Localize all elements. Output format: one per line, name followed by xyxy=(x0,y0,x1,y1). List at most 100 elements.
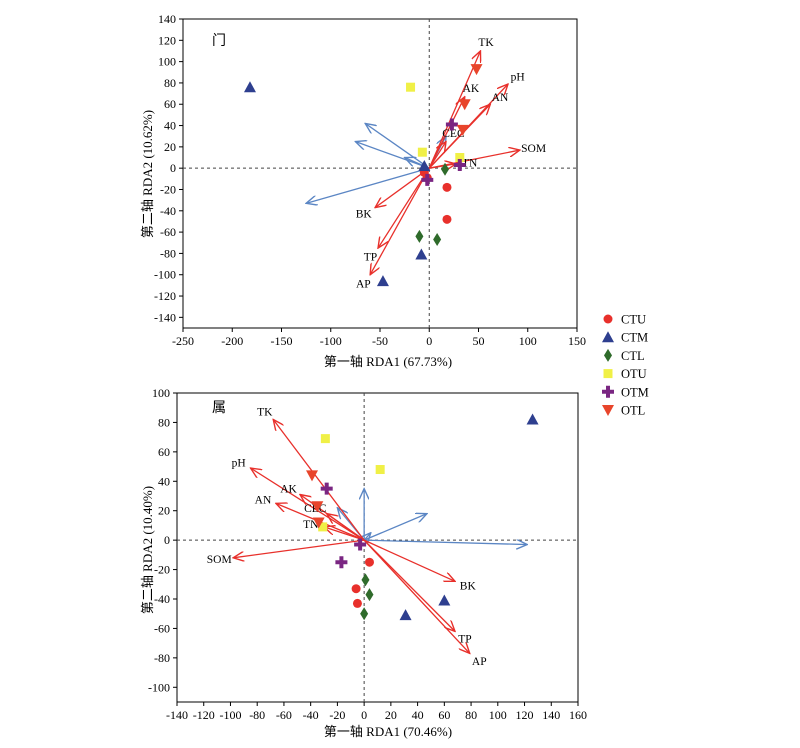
env-vector-tn xyxy=(429,164,456,168)
sample-point-ctu xyxy=(351,584,361,594)
env-vector-label: AK xyxy=(463,83,480,95)
env-vector-label: AN xyxy=(492,92,509,104)
env-vector-an xyxy=(428,104,490,169)
sample-point-ctm xyxy=(399,609,412,621)
env-vector-tk xyxy=(428,51,480,169)
legend-label-otm: OTM xyxy=(621,385,649,399)
sample-point-otl xyxy=(470,64,483,76)
sample-point-ctl xyxy=(360,607,369,621)
env-vector-label: BK xyxy=(460,580,477,592)
species-vector-arrow xyxy=(364,540,527,544)
sample-point-ctu xyxy=(364,557,374,567)
y-tick-label: -60 xyxy=(160,225,176,239)
sample-point-ctl xyxy=(433,233,442,247)
species-vector-arrow xyxy=(365,123,430,169)
env-vector-label: TK xyxy=(257,406,273,418)
env-vector-ap xyxy=(370,167,430,275)
env-vector-ap xyxy=(363,539,470,653)
sample-point-ctm xyxy=(438,594,451,606)
plot-frame xyxy=(176,392,579,703)
legend-label-otu: OTU xyxy=(621,367,647,381)
legend-label-otl: OTL xyxy=(621,404,645,418)
x-tick-label: 40 xyxy=(412,708,424,722)
legend-marker-ctl xyxy=(604,348,612,362)
y-tick-label: -80 xyxy=(160,246,176,260)
sample-point-otl xyxy=(458,99,471,111)
y-tick-label: 0 xyxy=(164,533,170,547)
sample-point-otm xyxy=(445,118,458,131)
x-tick-label: 20 xyxy=(385,708,397,722)
y-tick-label: -40 xyxy=(154,592,170,606)
y-axis-label-genus: 第二轴 RDA2 (10.40%) xyxy=(140,486,155,614)
env-vector-label: CEC xyxy=(442,128,465,140)
legend-label-ctu: CTU xyxy=(621,313,646,327)
y-tick-label: -140 xyxy=(154,310,176,324)
env-vector-label: AP xyxy=(356,278,371,290)
env-vector-tp xyxy=(363,539,455,631)
y-tick-label: 60 xyxy=(164,97,176,111)
y-tick-label: 100 xyxy=(152,386,170,400)
sample-point-otu xyxy=(375,465,385,475)
x-tick-label: 0 xyxy=(426,334,432,348)
x-tick-label: -80 xyxy=(249,708,265,722)
env-vector-label: AP xyxy=(472,656,487,668)
y-tick-label: 120 xyxy=(158,33,176,47)
y-tick-label: 100 xyxy=(158,55,176,69)
legend-marker-otl xyxy=(602,405,614,416)
y-tick-label: 80 xyxy=(164,76,176,90)
sample-point-otu xyxy=(320,434,330,444)
env-vector-tk xyxy=(273,419,365,541)
species-vector-arrow xyxy=(364,533,371,540)
env-vector-label: SOM xyxy=(207,554,232,566)
sample-point-ctm xyxy=(418,160,431,172)
y-tick-label: -100 xyxy=(148,680,170,694)
x-tick-label: -100 xyxy=(219,708,241,722)
x-tick-label: -200 xyxy=(221,334,243,348)
sample-point-otu xyxy=(318,522,328,532)
species-vector-arrow xyxy=(306,167,430,203)
y-tick-label: -60 xyxy=(154,621,170,635)
x-tick-label: 50 xyxy=(473,334,485,348)
sample-point-ctm xyxy=(415,248,428,260)
env-vector-bk xyxy=(363,539,455,581)
sample-point-ctu xyxy=(442,214,452,224)
legend: CTU CTM CTL OTU OTM OTL xyxy=(602,313,649,418)
sample-point-ctl xyxy=(361,573,370,587)
env-vector-som xyxy=(233,539,365,558)
sample-point-ctu xyxy=(442,182,452,192)
x-tick-label: 100 xyxy=(519,334,537,348)
rda-chart-genus: -140 -120 -100 -80 -60 -40 -20 0 20 40 60 80 100 120 1… xyxy=(148,386,587,722)
x-axis-label-phylum: 第一轴 RDA1 (67.73%) xyxy=(324,354,452,369)
env-vector-cec xyxy=(428,142,446,169)
sample-point-otl xyxy=(312,517,325,529)
x-tick-label: -150 xyxy=(271,334,293,348)
env-vector-label: pH xyxy=(511,72,525,84)
env-vector-label: TK xyxy=(478,37,494,49)
x-tick-label: 0 xyxy=(361,708,367,722)
y-tick-label: 140 xyxy=(158,12,176,26)
x-tick-label: -50 xyxy=(372,334,388,348)
x-tick-label: 80 xyxy=(465,708,477,722)
sample-point-ctl xyxy=(365,588,374,602)
sample-point-ctl xyxy=(415,229,424,243)
panel-label-genus: 属 xyxy=(212,401,226,416)
sample-point-otu xyxy=(406,82,416,92)
y-tick-label: 0 xyxy=(170,161,176,175)
sample-point-otm xyxy=(335,556,348,569)
legend-marker-otm xyxy=(602,385,614,398)
species-vector-arrow xyxy=(355,142,430,169)
sample-point-otl xyxy=(456,124,469,136)
env-vector-label: TP xyxy=(364,252,377,264)
sample-point-otl xyxy=(306,470,319,482)
legend-marker-ctu xyxy=(603,314,613,324)
y-tick-label: -20 xyxy=(154,563,170,577)
env-vector-tp xyxy=(378,167,430,248)
env-vector-label: TN xyxy=(462,157,478,169)
y-tick-label: 60 xyxy=(158,445,170,459)
sample-point-otm xyxy=(421,173,434,186)
sample-point-otm xyxy=(320,482,333,495)
x-tick-label: -120 xyxy=(193,708,215,722)
species-vector-arrow xyxy=(363,514,427,541)
x-tick-label: 160 xyxy=(569,708,587,722)
x-tick-label: -20 xyxy=(329,708,345,722)
